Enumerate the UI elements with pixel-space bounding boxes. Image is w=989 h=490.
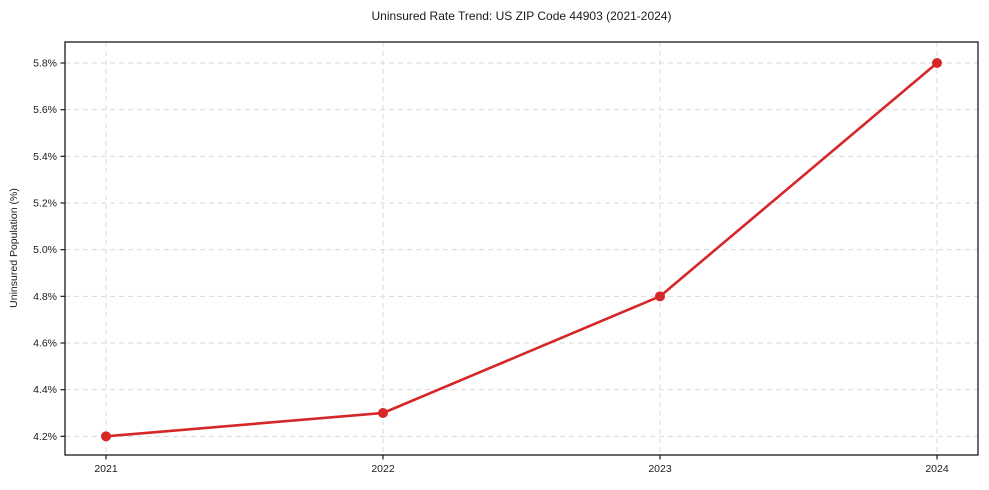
y-tick-label: 4.4% bbox=[33, 384, 57, 396]
y-tick-label: 5.2% bbox=[33, 198, 57, 210]
data-point-marker bbox=[932, 58, 942, 68]
y-tick-label: 4.2% bbox=[33, 431, 57, 443]
data-point-marker bbox=[378, 408, 388, 418]
x-tick-label: 2023 bbox=[648, 463, 672, 475]
x-tick-label: 2022 bbox=[371, 463, 395, 475]
x-tick-label: 2024 bbox=[925, 463, 949, 475]
y-tick-label: 4.8% bbox=[33, 291, 57, 303]
y-tick-label: 5.4% bbox=[33, 151, 57, 163]
data-point-marker bbox=[101, 431, 111, 442]
y-tick-label: 5.8% bbox=[33, 58, 57, 70]
y-tick-label: 5.0% bbox=[33, 244, 57, 256]
y-tick-label: 5.6% bbox=[33, 104, 57, 116]
data-point-marker bbox=[655, 291, 665, 302]
x-tick-label: 2021 bbox=[94, 463, 118, 475]
y-tick-label: 4.6% bbox=[33, 338, 57, 350]
trend-line bbox=[104, 61, 939, 438]
chart-title: Uninsured Rate Trend: US ZIP Code 44903 … bbox=[371, 9, 672, 23]
plot-border bbox=[64, 41, 979, 456]
